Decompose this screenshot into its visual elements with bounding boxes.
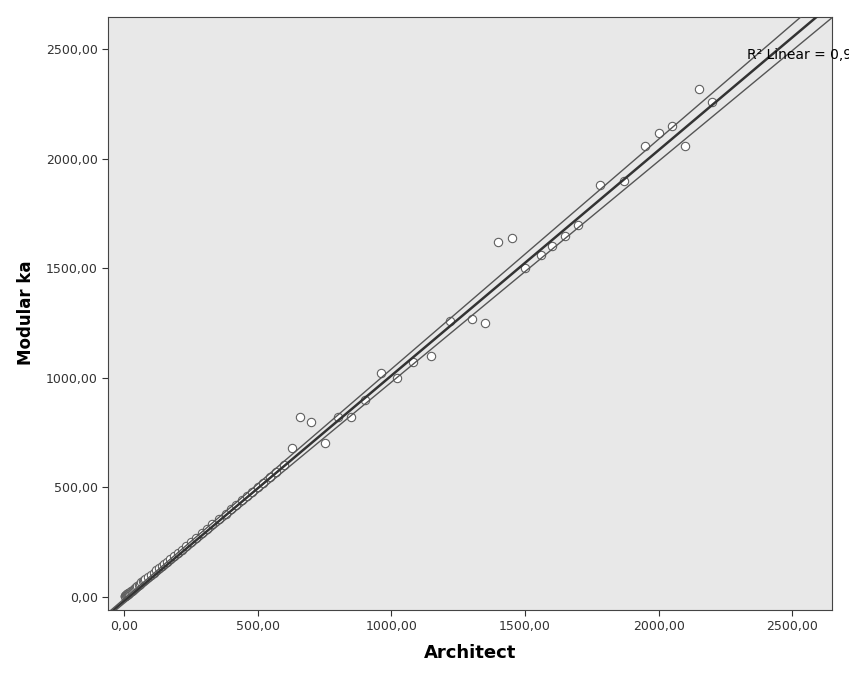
- Point: [245, 486, 259, 497]
- Point: [166, 551, 180, 562]
- Point: [357, 394, 371, 405]
- Point: [692, 84, 706, 94]
- Point: [318, 438, 331, 449]
- Point: [121, 589, 134, 600]
- Point: [128, 583, 142, 593]
- Point: [256, 477, 270, 488]
- Point: [179, 541, 193, 552]
- Point: [278, 460, 291, 471]
- X-axis label: Architect: Architect: [424, 644, 516, 662]
- Point: [121, 588, 135, 599]
- Point: [194, 528, 208, 538]
- Point: [559, 230, 572, 241]
- Point: [331, 411, 345, 422]
- Point: [132, 579, 145, 590]
- Point: [205, 519, 219, 530]
- Point: [545, 241, 559, 252]
- Point: [160, 556, 174, 567]
- Point: [152, 563, 166, 574]
- Point: [189, 532, 203, 543]
- Point: [171, 547, 184, 558]
- Point: [229, 499, 243, 510]
- Point: [478, 318, 492, 329]
- Point: [200, 524, 214, 534]
- Point: [118, 591, 132, 602]
- Point: [138, 575, 151, 586]
- Point: [305, 416, 318, 427]
- Point: [390, 372, 403, 383]
- Point: [294, 411, 307, 422]
- Point: [157, 558, 171, 569]
- Point: [138, 574, 152, 585]
- Point: [443, 316, 457, 327]
- Point: [142, 572, 155, 583]
- Y-axis label: Modular ka: Modular ka: [17, 261, 35, 365]
- Point: [121, 589, 134, 600]
- Point: [133, 578, 147, 589]
- Point: [149, 565, 163, 576]
- Point: [424, 350, 438, 361]
- Point: [224, 504, 238, 515]
- Point: [374, 368, 387, 379]
- Point: [125, 585, 138, 596]
- Point: [571, 219, 585, 230]
- Point: [345, 411, 358, 422]
- Point: [665, 121, 678, 132]
- Point: [147, 567, 160, 578]
- Point: [121, 588, 135, 599]
- Point: [464, 313, 478, 324]
- Point: [706, 96, 719, 107]
- Point: [492, 237, 505, 248]
- Point: [124, 586, 138, 597]
- Point: [175, 544, 188, 555]
- Point: [120, 589, 133, 600]
- Point: [126, 584, 139, 595]
- Point: [263, 472, 277, 483]
- Point: [135, 577, 149, 588]
- Point: [155, 561, 168, 572]
- Point: [235, 495, 249, 506]
- Text: R² Linear = 0,99: R² Linear = 0,99: [747, 48, 849, 62]
- Point: [120, 589, 133, 600]
- Point: [678, 141, 692, 151]
- Point: [184, 536, 198, 547]
- Point: [534, 250, 548, 261]
- Point: [118, 590, 132, 601]
- Point: [119, 589, 132, 600]
- Point: [652, 127, 666, 138]
- Point: [240, 490, 254, 501]
- Point: [136, 576, 149, 587]
- Point: [518, 263, 531, 274]
- Point: [121, 589, 134, 600]
- Point: [251, 482, 265, 493]
- Point: [122, 587, 136, 598]
- Point: [127, 583, 141, 594]
- Point: [118, 591, 132, 602]
- Point: [131, 581, 144, 591]
- Point: [638, 141, 652, 151]
- Point: [122, 587, 136, 598]
- Point: [129, 581, 143, 592]
- Point: [123, 587, 137, 598]
- Point: [593, 180, 607, 191]
- Point: [119, 590, 132, 601]
- Point: [119, 590, 132, 601]
- Point: [144, 570, 158, 581]
- Point: [219, 508, 233, 519]
- Point: [163, 554, 177, 565]
- Point: [617, 175, 631, 186]
- Point: [270, 466, 284, 477]
- Point: [406, 357, 419, 368]
- Point: [120, 589, 133, 600]
- Point: [212, 513, 226, 524]
- Point: [505, 232, 519, 243]
- Point: [285, 443, 299, 454]
